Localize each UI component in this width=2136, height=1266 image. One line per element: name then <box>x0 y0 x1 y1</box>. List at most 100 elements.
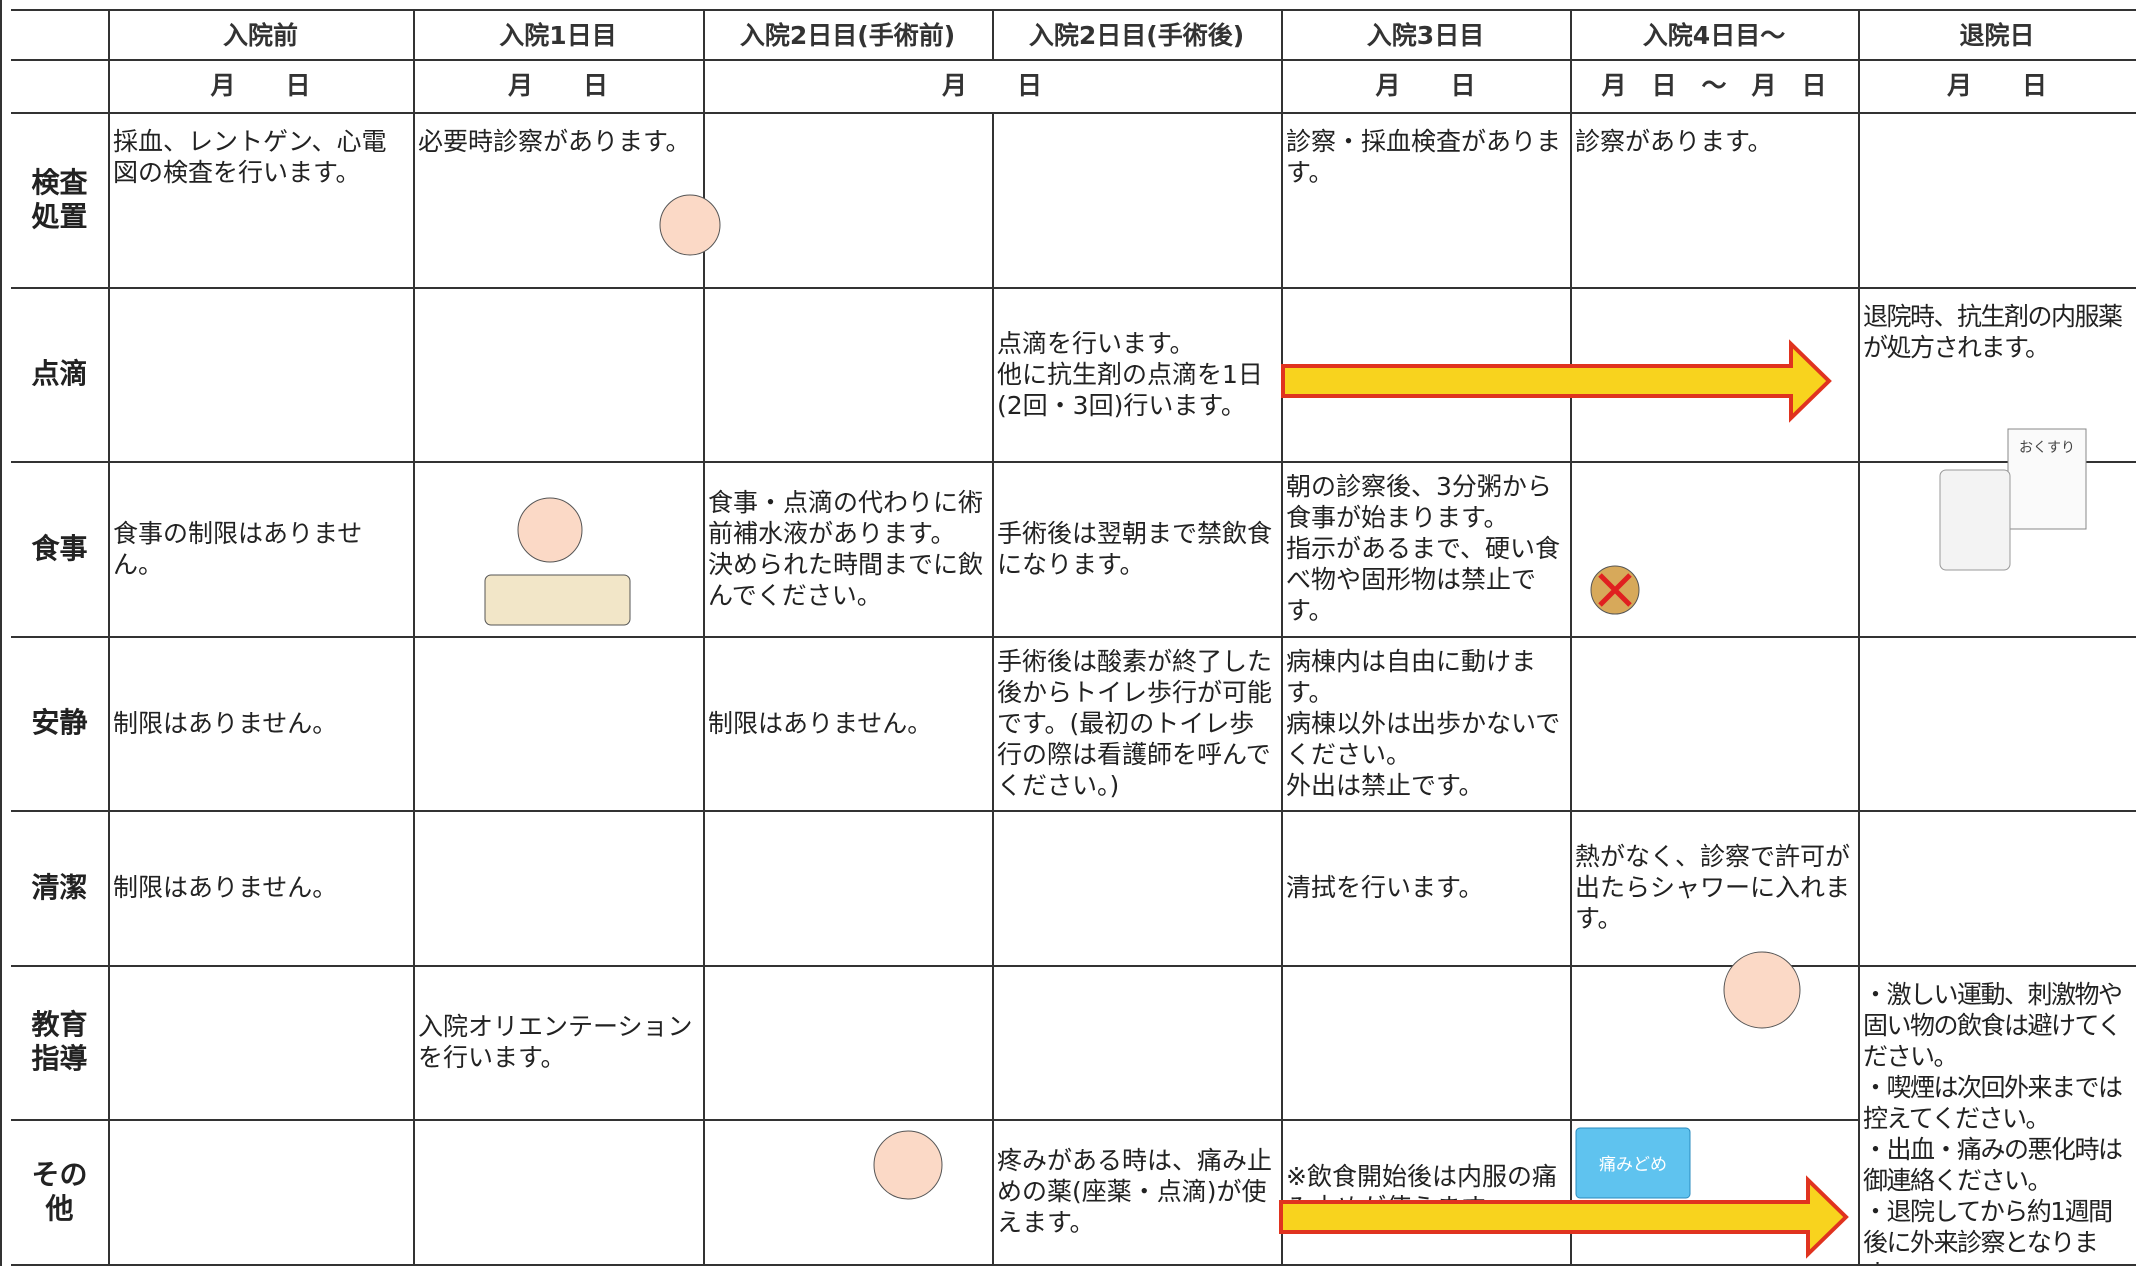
medicine-paper <box>2007 428 2087 530</box>
column-header: 入院4日目～ <box>1570 9 1860 61</box>
table-cell-text: 熱がなく、診察で許可が出たらシャワーに入れます。 <box>1575 842 1851 933</box>
table-cell-text: 必要時診察があります。 <box>418 127 691 156</box>
table-cell <box>992 965 1283 1121</box>
row-label: 点滴 <box>11 287 110 463</box>
nurse-illustration <box>517 497 583 563</box>
table-cell <box>108 1119 415 1266</box>
table-cell <box>413 636 705 812</box>
table-cell <box>108 965 415 1121</box>
date-cell: 月 日 <box>1281 59 1572 114</box>
table-cell: 朝の診察後、3分粥から食事が始まります。 指示があるまで、硬い食べ物や固形物は禁… <box>1281 461 1572 638</box>
table-cell <box>1858 636 2136 812</box>
table-cell-text: 病棟内は自由に動けます。 病棟以外は出歩かないでください。 外出は禁止です。 <box>1286 646 1561 800</box>
table-cell <box>1570 636 1860 812</box>
table-cell <box>703 965 994 1121</box>
pill-sheet <box>1939 469 2011 571</box>
pain-illustration <box>873 1130 943 1200</box>
row-label: 食事 <box>11 461 110 638</box>
date-cell: 月 日 <box>1858 59 2136 114</box>
column-header-text: 入院前 <box>222 20 298 50</box>
table-cell-text: 制限はありません。 <box>708 708 933 738</box>
table-cell: 熱がなく、診察で許可が出たらシャワーに入れます。 <box>1570 810 1860 967</box>
column-header-text: 入院4日目～ <box>1642 20 1786 50</box>
table-cell-text: ・激しい運動、刺激物や固い物の飲食は避けてください。 ・喫煙は次回外来までは控え… <box>1863 980 2123 1264</box>
table-cell: 制限はありません。 <box>703 636 994 812</box>
table-cell <box>1570 461 1860 638</box>
continuation-arrow <box>1281 339 1832 423</box>
painkiller-box <box>1575 1127 1691 1199</box>
table-cell <box>1570 287 1860 463</box>
table-cell: 食事・点滴の代わりに術前補水液があります。 決められた時間までに飲んでください。 <box>703 461 994 638</box>
table-cell: 食事の制限はありません。 <box>108 461 415 638</box>
row-label-text: 教育指導 <box>31 1008 88 1075</box>
table-cell-text: 手術後は酸素が終了した後からトイレ歩行が可能です。(最初のトイレ歩行の際は看護師… <box>997 646 1273 800</box>
table-cell <box>108 287 415 463</box>
table-cell: 手術後は翌朝まで禁飲食になります。 <box>992 461 1283 638</box>
column-header: 入院2日目(手術後) <box>992 9 1283 61</box>
table-cell: 疼みがある時は、痛み止めの薬(座薬・点滴)が使えます。 <box>992 1119 1283 1266</box>
table-cell-text: 清拭を行います。 <box>1286 873 1484 902</box>
table-cell: 病棟内は自由に動けます。 病棟以外は出歩かないでください。 外出は禁止です。 <box>1281 636 1572 812</box>
row-label-text: 検査処置 <box>31 165 88 233</box>
table-cell-text: 入院オリエンテーションを行います。 <box>418 1012 693 1072</box>
column-header: 入院2日目(手術前) <box>703 9 994 61</box>
row-label: その他 <box>11 1119 110 1266</box>
row-label-text: 清潔 <box>31 870 88 904</box>
table-cell <box>1858 810 2136 967</box>
table-cell <box>1858 112 2136 289</box>
column-header-text: 退院日 <box>1959 20 2035 50</box>
row-label: 清潔 <box>11 810 110 967</box>
row-label-text: 食事 <box>31 531 88 565</box>
date-cell-text: 月 日 ～ 月 日 <box>1601 71 1827 100</box>
row-label-text: その他 <box>31 1157 88 1225</box>
table-cell <box>413 810 705 967</box>
table-cell: 入院オリエンテーションを行います。 <box>413 965 705 1121</box>
corner <box>11 59 110 114</box>
table-cell <box>413 461 705 638</box>
table-cell: 手術後は酸素が終了した後からトイレ歩行が可能です。(最初のトイレ歩行の際は看護師… <box>992 636 1283 812</box>
column-header: 入院1日目 <box>413 9 705 61</box>
column-header-text: 入院3日目 <box>1366 20 1485 50</box>
table-cell <box>1858 461 2136 638</box>
medicine-paper-label: おくすり <box>2019 440 2075 456</box>
row-label-text: 安静 <box>31 706 88 739</box>
table-cell-text: 疼みがある時は、痛み止めの薬(座薬・点滴)が使えます。 <box>997 1146 1273 1237</box>
table-cell-text: 退院時、抗生剤の内服薬が処方されます。 <box>1863 302 2123 362</box>
table-cell-text: 食事・点滴の代わりに術前補水液があります。 決められた時間までに飲んでください。 <box>708 487 984 610</box>
table-cell: 制限はありません。 <box>108 810 415 967</box>
table-cell-text: 制限はありません。 <box>113 708 338 738</box>
table-cell: ・激しい運動、刺激物や固い物の飲食は避けてください。 ・喫煙は次回外来までは控え… <box>1858 965 2136 1266</box>
column-header: 退院日 <box>1858 9 2136 61</box>
date-cell: 月 日 <box>413 59 705 114</box>
table-cell-text: 制限はありません。 <box>113 873 338 902</box>
date-cell-text: 月 日 <box>1946 71 2047 100</box>
date-cell-text: 月 日 <box>507 71 608 100</box>
table-cell <box>1570 965 1860 1121</box>
table-cell: 採血、レントゲン、心電図の検査を行います。 <box>108 112 415 289</box>
meal-tray <box>484 574 631 626</box>
table-cell-text: 朝の診察後、3分粥から食事が始まります。 指示があるまで、硬い食べ物や固形物は禁… <box>1286 472 1561 625</box>
table-cell-text: 採血、レントゲン、心電図の検査を行います。 <box>113 127 387 187</box>
continuation-arrow <box>1279 1175 1849 1259</box>
date-cell: 月 日 ～ 月 日 <box>1570 59 1860 114</box>
row-label: 安静 <box>11 636 110 812</box>
column-header: 入院3日目 <box>1281 9 1572 61</box>
table-cell: 制限はありません。 <box>108 636 415 812</box>
date-cell-text: 月 日 <box>941 71 1042 100</box>
table-cell-text: 診察があります。 <box>1575 127 1773 156</box>
no-food-mark <box>1598 573 1632 607</box>
patient-illustration <box>659 194 721 256</box>
table-cell <box>703 112 994 289</box>
table-cell <box>413 1119 705 1266</box>
table-cell <box>1281 965 1572 1121</box>
table-cell-text: 点滴を行います。 他に抗生剤の点滴を1日(2回・3回)行います。 <box>997 328 1263 420</box>
column-header-text: 入院2日目(手術後) <box>1028 20 1245 50</box>
shower-illustration <box>1723 951 1801 1029</box>
table-cell: 点滴を行います。 他に抗生剤の点滴を1日(2回・3回)行います。 <box>992 287 1283 463</box>
table-cell-text: 手術後は翌朝まで禁飲食になります。 <box>997 518 1273 579</box>
row-label-text: 点滴 <box>31 357 88 390</box>
row-label: 教育指導 <box>11 965 110 1121</box>
table-cell-text: 診察・採血検査があります。 <box>1286 127 1562 187</box>
